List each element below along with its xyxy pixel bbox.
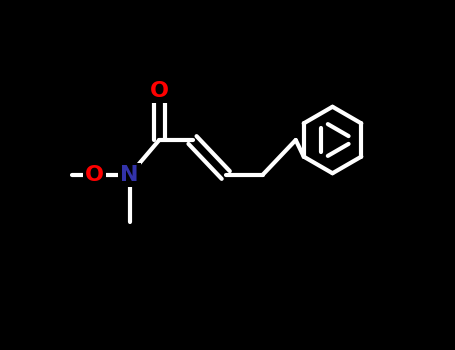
Text: N: N [120,165,139,185]
Text: O: O [150,81,169,101]
Text: O: O [85,165,104,185]
